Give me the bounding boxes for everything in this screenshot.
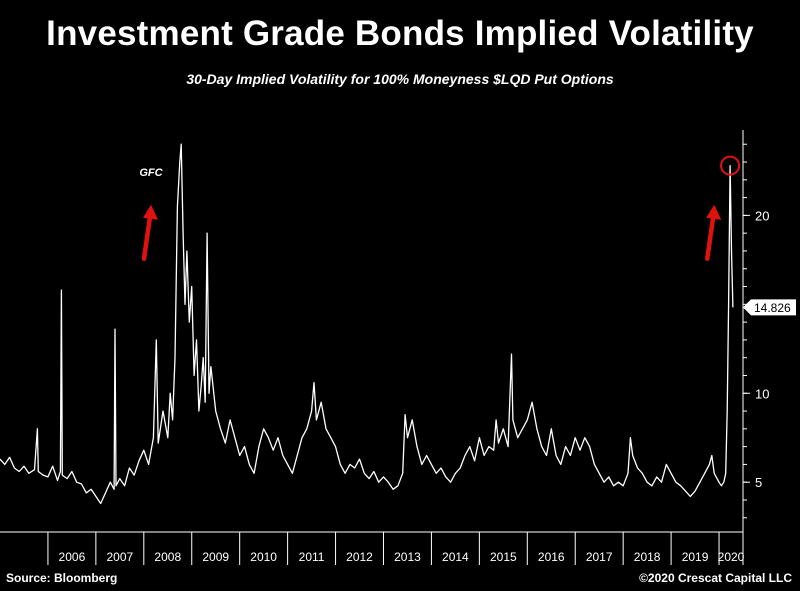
red-arrow-head <box>706 204 722 220</box>
red-arrow-shaft <box>704 214 716 261</box>
x-tick-label: 2016 <box>538 550 565 564</box>
series-line-0 <box>0 143 734 505</box>
plot-line-group <box>0 143 734 505</box>
y-tick-label: 10 <box>755 386 769 401</box>
x-tick-label: 2006 <box>59 550 86 564</box>
red-arrow-shaft <box>141 214 153 261</box>
x-tick-label: 2011 <box>299 550 325 564</box>
x-tick-label: 2017 <box>586 550 613 564</box>
x-tick-label: 2018 <box>634 550 661 564</box>
x-tick-label: 2009 <box>202 550 229 564</box>
last-value-label: 14.826 <box>754 301 791 315</box>
chart-subtitle: 30-Day Implied Volatility for 100% Money… <box>186 71 614 87</box>
x-tick-label: 2008 <box>154 550 181 564</box>
last-value-tag <box>743 299 796 316</box>
annotations-group: GFC <box>139 155 741 261</box>
source-label: Source: Bloomberg <box>6 571 118 585</box>
x-tick-label: 2015 <box>490 550 517 564</box>
y-tick-label: 5 <box>755 475 762 490</box>
x-tick-label: 2019 <box>682 550 709 564</box>
x-tick-label: 2020 <box>718 550 745 564</box>
red-arrow-head <box>142 204 158 220</box>
x-tick-label: 2014 <box>442 550 469 564</box>
x-tick-label: 2013 <box>394 550 421 564</box>
axes-group: 5 10 20 14.826 2006 2007 2008 2009 2010 2011 2012 2… <box>0 130 796 565</box>
chart-title: Investment Grade Bonds Implied Volatilit… <box>46 14 754 53</box>
x-tick-label: 2007 <box>106 550 133 564</box>
red-highlight-circle <box>720 155 741 176</box>
gfc-annotation-label: GFC <box>139 167 163 179</box>
y-tick-label: 20 <box>755 208 769 223</box>
copyright-label: ©2020 Crescat Capital LLC <box>639 571 792 585</box>
x-tick-label: 2012 <box>346 550 373 564</box>
x-tick-label: 2010 <box>250 550 277 564</box>
